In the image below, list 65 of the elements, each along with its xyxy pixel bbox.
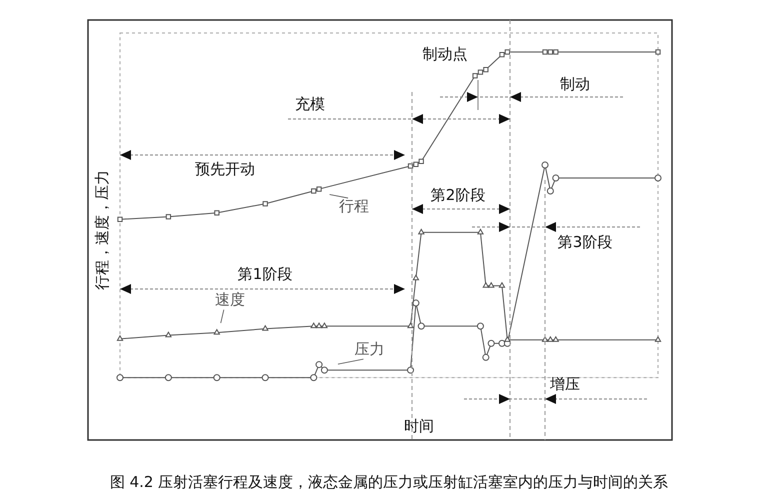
point	[117, 216, 123, 222]
annotation: 第2阶段	[430, 186, 486, 204]
annotation: 第3阶段	[558, 232, 612, 251]
point	[547, 336, 554, 342]
point	[654, 174, 662, 182]
point	[478, 70, 484, 75]
point	[164, 374, 172, 382]
annotation: 预先开动	[195, 160, 255, 178]
point	[316, 361, 323, 368]
point	[546, 188, 554, 195]
point	[476, 322, 484, 330]
point	[418, 158, 424, 164]
point	[407, 366, 414, 374]
point	[482, 282, 489, 288]
annotation: 制动	[560, 74, 590, 93]
point	[655, 49, 661, 55]
annotation: 充模	[295, 94, 325, 113]
point	[548, 49, 554, 55]
point	[310, 322, 317, 328]
point	[262, 201, 268, 206]
point	[116, 335, 124, 341]
point	[472, 73, 478, 78]
annotation: 增压	[549, 374, 580, 393]
point	[214, 329, 220, 335]
point	[214, 210, 220, 216]
point	[483, 66, 488, 72]
point	[165, 332, 172, 338]
point	[498, 282, 506, 288]
point	[213, 374, 220, 382]
point	[552, 174, 560, 182]
point	[320, 366, 328, 374]
point	[316, 186, 322, 192]
point	[418, 322, 425, 330]
point	[552, 336, 559, 342]
point	[499, 52, 505, 58]
point	[262, 325, 268, 331]
caption: 图 4.2 压射活塞行程及速度，液态金属的压力或压射缸活塞室内的压力与时间的关系	[110, 472, 668, 491]
legend-label: 行程	[339, 196, 370, 215]
point	[413, 162, 419, 167]
point	[542, 49, 548, 55]
point	[418, 228, 424, 234]
point	[316, 322, 322, 328]
point	[504, 336, 510, 342]
point	[477, 228, 484, 234]
point	[553, 49, 558, 55]
point	[262, 374, 269, 382]
point	[412, 274, 419, 280]
series-label: 压力	[354, 340, 384, 358]
y-axis-title: 行程，速度，压力	[92, 170, 111, 290]
point	[482, 354, 490, 361]
point	[654, 336, 662, 342]
point	[488, 282, 494, 288]
point	[504, 49, 510, 55]
annotation: 第1阶段	[238, 264, 292, 283]
point	[311, 188, 316, 194]
point	[116, 374, 124, 382]
series-label: 速度	[214, 290, 245, 309]
point	[166, 214, 172, 220]
point	[542, 336, 548, 342]
annotation: 制动点	[422, 44, 468, 63]
x-axis-title: 时间	[404, 416, 434, 435]
point	[321, 322, 328, 328]
point	[488, 340, 495, 347]
point	[542, 161, 549, 168]
point	[310, 374, 318, 382]
